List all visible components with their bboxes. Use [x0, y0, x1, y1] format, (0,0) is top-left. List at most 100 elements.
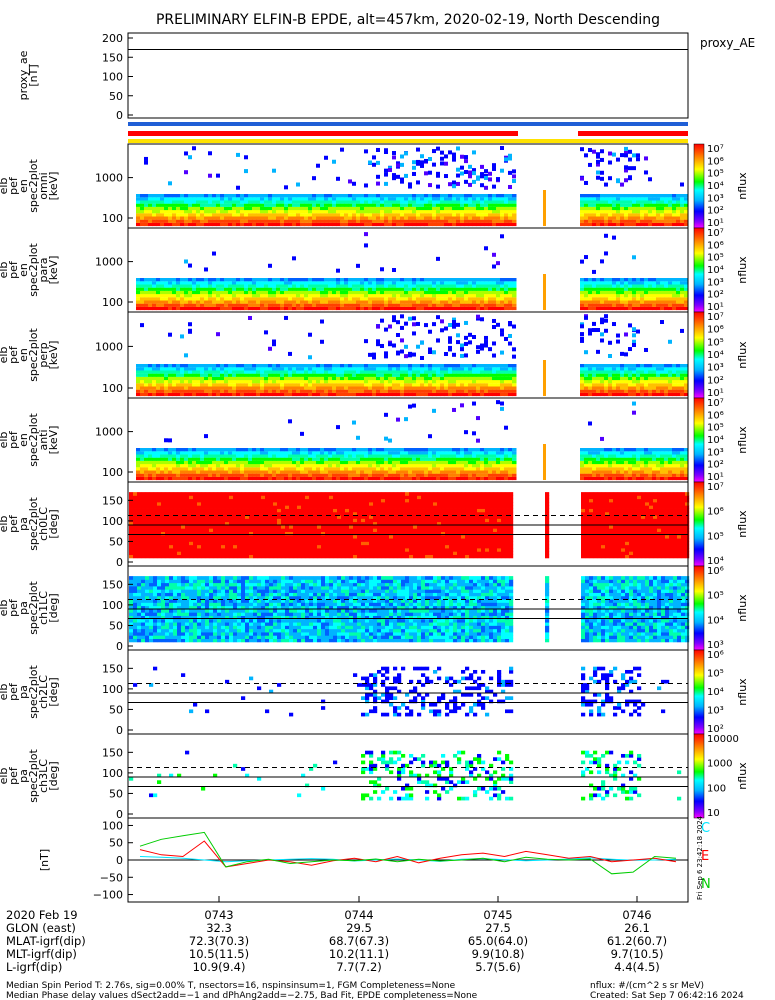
spec-cell [492, 307, 497, 310]
spec-cell [512, 393, 517, 396]
spec-cell [300, 454, 305, 457]
spec-cell [608, 367, 613, 370]
spec-cell [664, 380, 669, 383]
spec-cell [368, 204, 373, 207]
spec-cell [444, 220, 449, 223]
spec-cell [656, 223, 661, 226]
spec-cell [648, 223, 653, 226]
spec-cell [636, 153, 640, 157]
spec-cell [140, 386, 145, 389]
spec-cell [240, 194, 245, 197]
spec-cell [600, 380, 605, 383]
spec-cell [680, 220, 685, 223]
spec-cell [176, 461, 181, 464]
spec-cell [376, 458, 381, 461]
spec-cell [480, 207, 485, 210]
spec-cell [392, 448, 397, 451]
spec-cell [456, 204, 461, 207]
spec-cell [464, 364, 469, 367]
spec-cell [192, 213, 197, 216]
spec-cell [492, 204, 497, 207]
spec-cell [472, 284, 477, 287]
spec-cell [260, 220, 265, 223]
spec-cell [356, 294, 361, 297]
spec-cell [416, 297, 421, 300]
spec-cell [344, 374, 349, 377]
spec-cell [456, 210, 461, 213]
spec-cell [188, 390, 193, 393]
spec-cell [284, 386, 289, 389]
spec-cell [424, 213, 429, 216]
spec-cell [384, 281, 389, 284]
spec-cell [588, 367, 593, 370]
spec-cell [332, 380, 337, 383]
spec-cell [368, 278, 373, 281]
spec-cell [304, 448, 309, 451]
spec-cell [592, 390, 597, 393]
spec-cell [460, 281, 465, 284]
spec-cell [332, 307, 337, 310]
spec-cell [592, 304, 597, 307]
spec-cell [360, 291, 365, 294]
spec-cell [596, 288, 601, 291]
spec-cell [164, 386, 169, 389]
spec-cell [640, 284, 645, 287]
spec-cell [380, 393, 385, 396]
spec-cell [588, 220, 593, 223]
spec-cell [136, 383, 141, 386]
spec-cell [392, 364, 397, 367]
spec-cell [260, 448, 265, 451]
spec-cell [268, 477, 273, 480]
spec-cell [296, 370, 301, 373]
spec-cell [352, 477, 357, 480]
spec-cell [592, 370, 597, 373]
spec-cell [420, 160, 424, 164]
spec-cell [248, 300, 253, 303]
spec-cell [284, 210, 289, 213]
spec-cell [312, 200, 317, 203]
spec-cell [308, 364, 313, 367]
spec-cell [452, 461, 457, 464]
spec-cell [368, 300, 373, 303]
spec-cell [324, 300, 329, 303]
spec-cell [344, 383, 349, 386]
spec-cell [372, 364, 377, 367]
spec-cell [160, 380, 165, 383]
spec-cell [408, 278, 413, 281]
spec-cell [604, 393, 609, 396]
spec-cell [240, 461, 245, 464]
spec-cell [508, 367, 513, 370]
spec-cell [660, 207, 665, 210]
spec-cell [360, 364, 365, 367]
spec-cell [592, 364, 597, 367]
spec-cell [224, 380, 229, 383]
spec-cell [332, 461, 337, 464]
spec-cell [592, 220, 597, 223]
spec-cell [408, 377, 413, 380]
spec-cell [460, 288, 465, 291]
spec-cell [452, 156, 456, 160]
spec-cell [224, 304, 229, 307]
spec-cell [188, 470, 193, 473]
spec-cell [148, 454, 153, 457]
spec-cell [416, 204, 421, 207]
spec-cell [196, 204, 201, 207]
spec-cell [344, 210, 349, 213]
spec-cell [452, 216, 457, 219]
spec-cell [372, 213, 377, 216]
spec-cell [432, 474, 437, 477]
spec-cell [468, 477, 473, 480]
spec-cell [432, 200, 437, 203]
spec-cell [184, 474, 189, 477]
spec-cell [220, 284, 225, 287]
spec-cell [624, 300, 629, 303]
spec-cell [624, 204, 629, 207]
spec-cell [176, 454, 181, 457]
spec-cell [368, 291, 373, 294]
spec-cell [168, 213, 173, 216]
spec-cell [408, 304, 413, 307]
bar-red-right [578, 131, 688, 136]
spec-cell [600, 223, 605, 226]
spec-cell [680, 367, 685, 370]
spec-cell [512, 300, 517, 303]
